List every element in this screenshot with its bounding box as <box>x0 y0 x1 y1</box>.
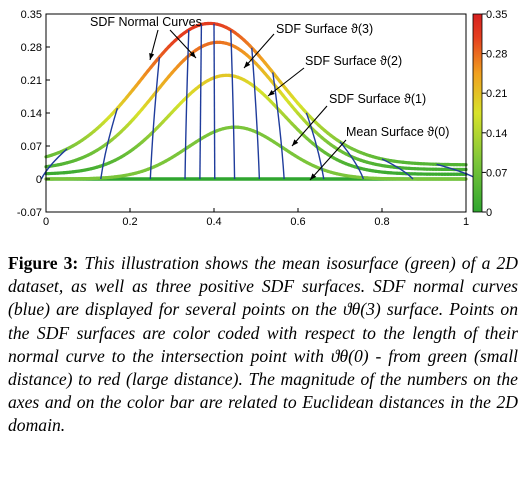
normal-curve <box>199 24 203 180</box>
normal-curve <box>305 112 325 180</box>
label-surface-3: SDF Surface ϑ(3) <box>276 22 373 36</box>
x-tick-label: 0.4 <box>206 216 221 228</box>
x-tick-label: 0.6 <box>290 216 305 228</box>
annotation-arrowhead <box>189 51 196 58</box>
normal-curve <box>230 29 236 180</box>
label-surface-2: SDF Surface ϑ(2) <box>305 54 402 68</box>
x-tick-label: 0.2 <box>122 216 137 228</box>
colorbar-frame <box>472 13 483 213</box>
y-tick-label: 0.35 <box>21 9 42 21</box>
figure-caption: Figure 3: This illustration shows the me… <box>8 252 518 438</box>
caption-text: This illustration shows the mean isosurf… <box>8 253 519 436</box>
label-mean-surface: Mean Surface ϑ(0) <box>346 125 449 139</box>
y-tick-label: 0.14 <box>21 108 42 120</box>
y-tick-label: 0.21 <box>21 75 42 87</box>
annotation-arrow <box>291 105 328 147</box>
annotation-arrow <box>243 33 275 69</box>
caption-label: Figure 3: <box>8 253 79 273</box>
colorbar-tick-label: 0.28 <box>486 49 507 61</box>
annotation-arrow <box>267 67 305 97</box>
y-tick-label: 0.07 <box>21 141 42 153</box>
series-s1 <box>44 73 468 176</box>
x-tick-label: 1 <box>463 216 469 228</box>
y-tick-label: 0.28 <box>21 42 42 54</box>
x-tick-label: 0 <box>43 216 49 228</box>
figure-3: -0.07 0 0.07 0.14 0.21 0.28 0.35 0 0.2 0.4 0.6 0.8 1… <box>0 0 527 240</box>
y-tick-label: 0 <box>36 174 42 186</box>
normal-curve <box>184 29 190 180</box>
normal-curve <box>251 47 261 180</box>
annotation-arrowhead <box>244 61 251 68</box>
annotation-arrow <box>309 139 347 181</box>
colorbar-tick-label: 0 <box>486 207 492 219</box>
annotation-arrowhead <box>149 53 155 60</box>
y-tick-label: -0.07 <box>17 207 42 219</box>
annotation-arrowhead <box>310 173 317 180</box>
colorbar-tick-label: 0.14 <box>486 128 507 140</box>
normal-curve <box>213 23 216 180</box>
normal-curve <box>339 141 365 180</box>
normal-curve <box>436 163 478 180</box>
colorbar-tick-label: 0.07 <box>486 167 507 179</box>
label-surface-1: SDF Surface ϑ(1) <box>329 92 426 106</box>
colorbar <box>473 14 482 212</box>
normal-curve <box>149 57 161 180</box>
x-tick-label: 0.8 <box>374 216 389 228</box>
label-normal-curves: SDF Normal Curves <box>90 15 202 29</box>
normal-curve <box>40 148 68 180</box>
colorbar-tick-label: 0.35 <box>486 9 507 21</box>
annotation-arrowhead <box>292 139 299 146</box>
annotation-arrowhead <box>268 89 275 96</box>
colorbar-tick-label: 0.21 <box>486 88 507 100</box>
normal-curve <box>381 158 414 180</box>
normal-curve <box>272 72 285 180</box>
normal-curve <box>100 108 119 180</box>
